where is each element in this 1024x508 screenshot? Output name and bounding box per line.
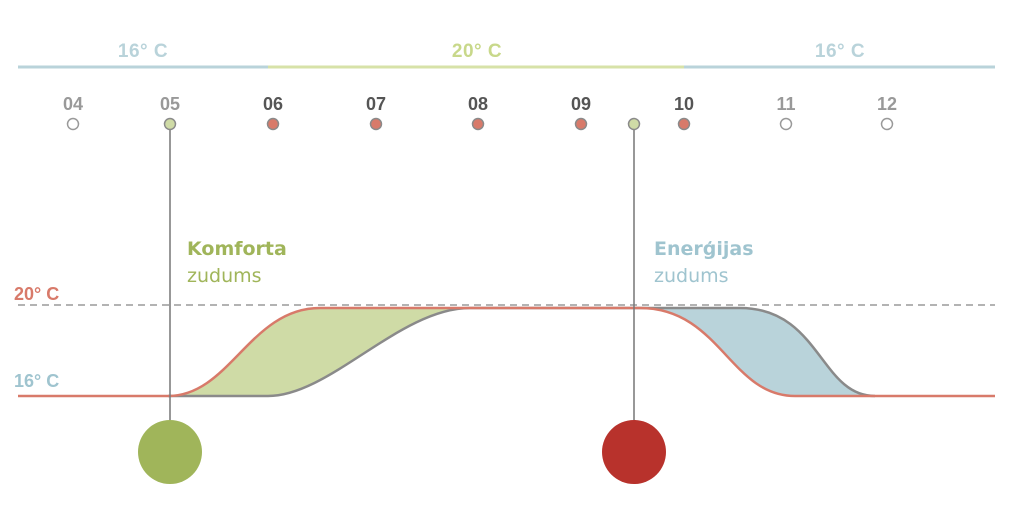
comfort-marker-circle (138, 420, 202, 484)
comfort-start-dot (163, 117, 177, 131)
hour-label-11: 11 (776, 94, 795, 114)
energy-marker-circle (602, 420, 666, 484)
comfort-annotation-title: Komforta (187, 238, 287, 260)
hour-label-09: 09 (571, 94, 591, 114)
hour-dot-09 (574, 117, 588, 131)
temp-label-low: 16° C (14, 371, 59, 391)
energy-annotation-subtitle: zudums (654, 265, 729, 287)
energy-start-dot (627, 117, 641, 131)
band-label-right: 16° C (815, 41, 865, 62)
band-label-left: 16° C (118, 41, 168, 62)
hour-dot-07 (369, 117, 383, 131)
hour-label-07: 07 (366, 94, 386, 114)
hour-label-05: 05 (160, 94, 180, 114)
hour-dot-06 (266, 117, 280, 131)
hour-label-12: 12 (877, 94, 897, 114)
band-label-middle: 20° C (452, 41, 502, 62)
hour-dot-08 (471, 117, 485, 131)
hour-label-10: 10 (674, 94, 694, 114)
energy-annotation-title: Enerģijas (654, 238, 754, 260)
hour-label-04: 04 (63, 94, 83, 114)
hour-dot-04 (66, 117, 80, 131)
comfort-loss-area (168, 308, 470, 396)
hour-label-06: 06 (263, 94, 283, 114)
hour-dot-10 (677, 117, 691, 131)
hour-label-08: 08 (468, 94, 488, 114)
setpoint-curve (18, 306, 995, 398)
temp-label-high: 20° C (14, 284, 59, 304)
comfort-annotation-subtitle: zudums (187, 265, 262, 287)
hour-dot-11 (779, 117, 793, 131)
hour-dot-12 (880, 117, 894, 131)
energy-loss-area (640, 308, 875, 396)
